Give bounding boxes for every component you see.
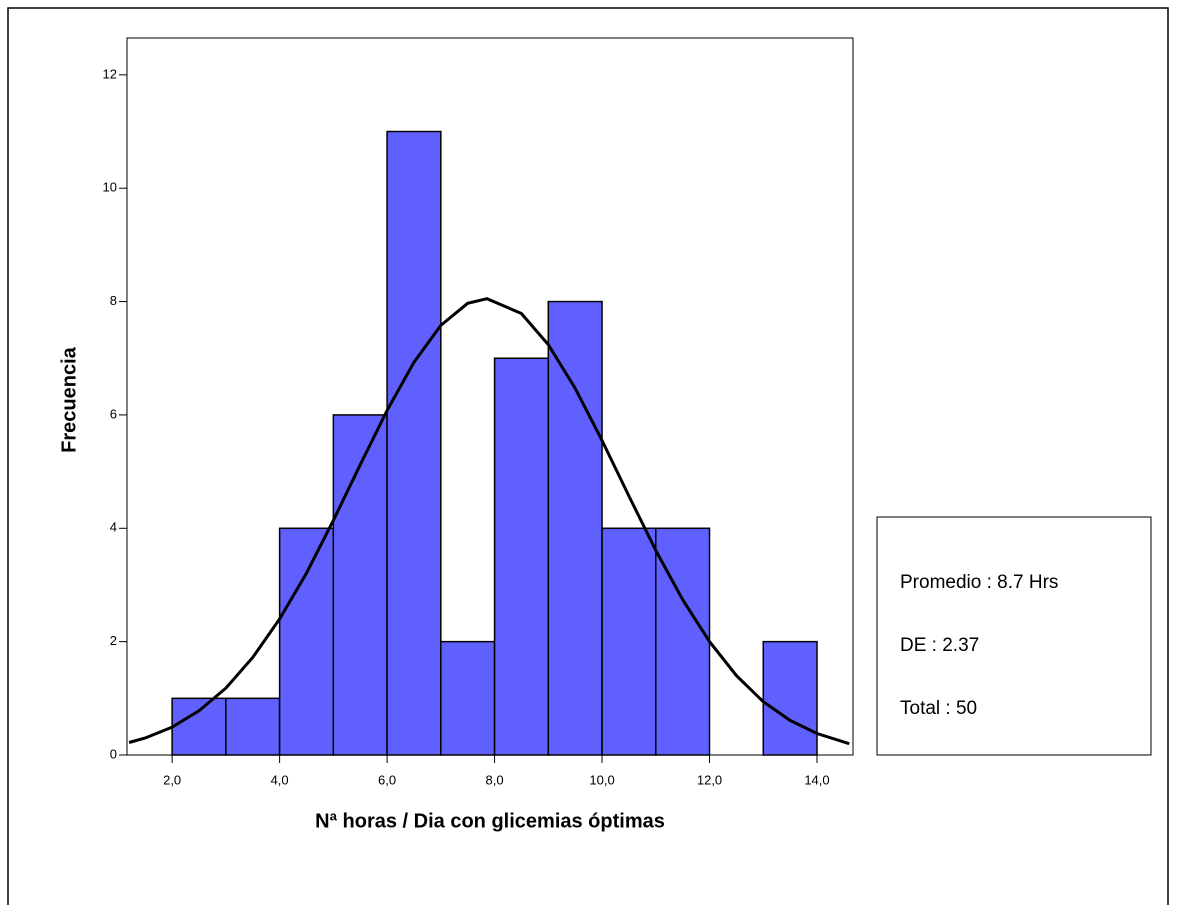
- stats-text: DE : 2.37: [900, 635, 979, 656]
- y-tick-label: 6: [110, 406, 117, 421]
- x-tick-label: 6,0: [378, 772, 396, 787]
- normal-curve: [128, 297, 850, 746]
- bar: [601, 527, 657, 756]
- x-tick-label: 8,0: [486, 772, 504, 787]
- bar: [762, 640, 818, 756]
- x-axis-label: Nª horas / Dia con glicemias óptimas: [315, 810, 665, 832]
- y-tick-label: 0: [110, 746, 117, 761]
- stats-text: Promedio : 8.7 Hrs: [900, 572, 1058, 593]
- page-frame: [7, 7, 1169, 905]
- y-tick-label: 2: [110, 633, 117, 648]
- bar: [332, 414, 388, 756]
- bar: [278, 527, 335, 756]
- stats-text: Total : 50: [900, 698, 977, 719]
- bar: [547, 300, 603, 756]
- x-tick-label: 2,0: [163, 772, 181, 787]
- bar: [225, 697, 281, 756]
- y-axis-label: Frecuencia: [58, 346, 80, 452]
- bar: [386, 130, 442, 756]
- x-tick-label: 12,0: [697, 772, 722, 787]
- y-tick-label: 8: [110, 293, 117, 308]
- bar: [440, 640, 496, 756]
- y-tick-label: 4: [110, 520, 117, 535]
- x-tick-label: 14,0: [804, 772, 829, 787]
- stats-box: [876, 516, 1152, 756]
- x-tick-label: 10,0: [589, 772, 614, 787]
- bar: [493, 357, 550, 756]
- y-tick-label: 12: [103, 66, 117, 81]
- bar: [171, 697, 227, 756]
- x-tick-label: 4,0: [271, 772, 289, 787]
- y-tick-label: 10: [103, 180, 117, 195]
